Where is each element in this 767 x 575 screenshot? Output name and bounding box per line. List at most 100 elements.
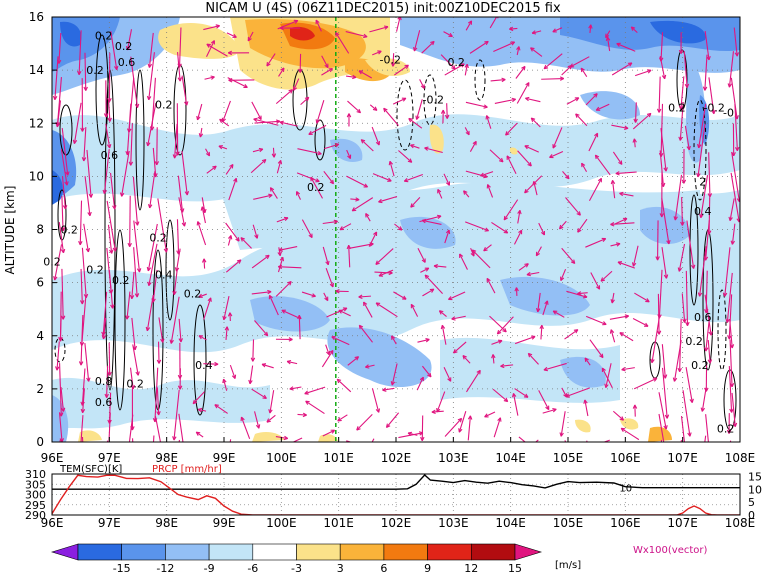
wind-vector xyxy=(584,357,591,366)
wind-vector xyxy=(619,332,634,342)
colorbar-upper-extension xyxy=(514,543,543,561)
wind-vector xyxy=(537,292,541,313)
wind-vector xyxy=(251,291,272,295)
wind-vector xyxy=(58,221,65,253)
contour-label: 0.2 xyxy=(685,335,703,348)
wind-vector-head xyxy=(707,193,713,198)
wind-vector xyxy=(296,172,320,182)
wind-vector xyxy=(126,291,131,320)
wind-vector-head xyxy=(336,378,342,384)
wind-vector-head xyxy=(501,77,506,83)
wind-vector-head xyxy=(334,143,340,148)
wind-vector xyxy=(730,172,740,223)
wind-vector xyxy=(222,100,231,122)
wind-vector xyxy=(325,344,330,355)
wind-vector-head xyxy=(702,86,708,91)
wind-vector xyxy=(500,364,514,367)
wind-vector xyxy=(363,301,373,318)
wind-vector xyxy=(152,269,158,303)
wind-vector-head xyxy=(584,357,589,363)
wind-vector-head xyxy=(129,294,135,300)
wind-vector-head xyxy=(407,158,413,163)
wind-vector xyxy=(424,147,443,154)
wind-vector xyxy=(323,170,334,185)
wind-vector xyxy=(589,339,604,358)
wind-vector-head xyxy=(594,154,600,160)
prcp-tick-label: 5 xyxy=(748,496,755,509)
wind-vector-head xyxy=(356,426,361,431)
wind-vector xyxy=(705,316,711,352)
wind-vector-head xyxy=(342,307,348,312)
wind-vector xyxy=(619,192,634,197)
wind-vector-head xyxy=(497,339,503,344)
wind-vector-head xyxy=(632,138,637,143)
wind-vector-head xyxy=(543,64,549,70)
wind-vector-head xyxy=(172,154,178,159)
wind-vector xyxy=(106,200,116,252)
wind-vector xyxy=(126,29,133,51)
wind-vector-head xyxy=(595,106,601,111)
wind-vector xyxy=(459,253,468,270)
wind-vector-head xyxy=(112,205,117,210)
wind-vector xyxy=(292,437,303,442)
wind-vector xyxy=(229,439,232,442)
wind-vector xyxy=(494,98,516,105)
wind-vector-head xyxy=(708,331,713,336)
wind-vector xyxy=(700,175,709,218)
wind-vector-head xyxy=(615,171,620,176)
wind-vector-head xyxy=(196,115,201,121)
wind-vector xyxy=(392,97,407,105)
wind-vector-head xyxy=(549,154,554,159)
wind-vector-head xyxy=(277,264,283,270)
wind-vector xyxy=(321,350,334,368)
wind-vector xyxy=(378,269,394,277)
wind-vector-head xyxy=(650,358,655,364)
x-tick-label: 103E xyxy=(438,451,469,465)
wind-vector xyxy=(278,247,281,256)
surface-x-tick-label: 96E xyxy=(41,516,64,530)
wind-vector xyxy=(493,41,515,53)
wind-vector-head xyxy=(102,189,107,195)
wind-vector xyxy=(331,336,350,346)
wind-vector-head xyxy=(619,416,625,421)
wind-vector xyxy=(493,417,501,438)
x-tick-label: 97E xyxy=(98,451,121,465)
wind-vector xyxy=(322,429,335,437)
wind-vector xyxy=(542,300,548,316)
wind-vector-head xyxy=(127,446,130,450)
wind-vector-head xyxy=(240,237,245,242)
wind-vector xyxy=(154,416,162,442)
wind-vector xyxy=(304,386,326,395)
wind-vector xyxy=(297,148,322,155)
wind-vector xyxy=(564,329,579,340)
wind-vector xyxy=(196,103,203,121)
wind-vector-head xyxy=(210,75,215,80)
wind-vector xyxy=(605,363,612,388)
wind-vector-head xyxy=(224,326,230,331)
wind-vector-head xyxy=(279,256,285,262)
wind-vector-head xyxy=(438,310,444,315)
wind-vector xyxy=(506,155,517,174)
wind-vector-head xyxy=(266,62,271,67)
wind-vector-head xyxy=(577,228,582,233)
wind-vector xyxy=(203,258,206,269)
wind-vector-head xyxy=(464,63,469,69)
wind-vector-head xyxy=(445,181,451,186)
contour-label: 0.2 xyxy=(447,56,465,69)
wind-vector-head xyxy=(588,446,591,450)
wind-vector-head xyxy=(484,40,489,46)
wind-vector-head xyxy=(229,163,234,169)
wind-vector-head xyxy=(619,191,624,197)
wind-vector-head xyxy=(198,293,203,298)
wind-vector xyxy=(680,76,685,110)
wind-vector xyxy=(524,145,539,153)
colorbar-tick-label: -9 xyxy=(204,562,215,575)
wind-vector xyxy=(680,416,686,442)
wind-vector xyxy=(658,413,665,442)
wind-vector xyxy=(610,329,616,343)
wind-vector xyxy=(382,387,395,391)
wind-vector xyxy=(566,290,588,298)
wind-vector-head xyxy=(502,327,507,333)
wind-vector xyxy=(610,243,621,247)
wind-vector xyxy=(708,197,711,235)
